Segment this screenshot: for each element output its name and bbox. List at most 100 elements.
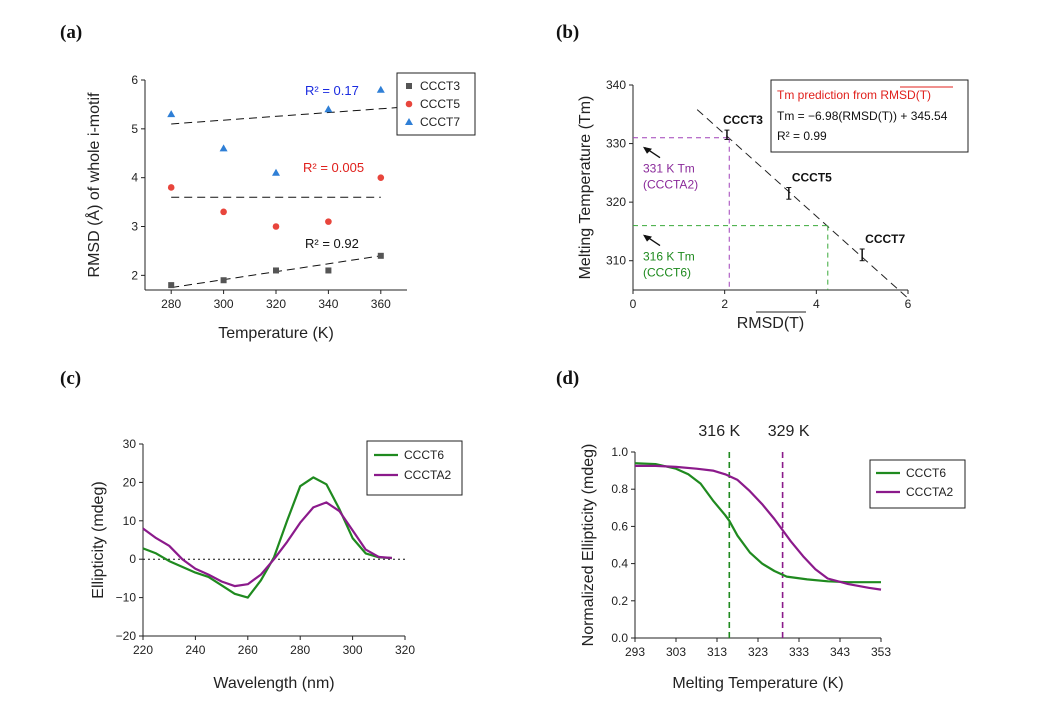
x-tick-label: 280 [161,297,181,311]
x-tick-label: 333 [789,645,809,659]
y-tick-label: 30 [123,437,137,451]
legend-label: CCCTA2 [906,485,953,499]
data-point-circle [405,100,413,108]
point-label: CCCT3 [723,113,763,127]
y-tick-label: 1.0 [611,445,628,459]
equation-text: Tm = −6.98(RMSD(T)) + 345.54 [777,109,948,123]
equation-box-title: Tm prediction from RMSD(T) [777,88,931,102]
x-tick-label: 220 [133,643,153,657]
y-tick-label: 2 [131,268,138,282]
data-point-square [273,267,279,274]
y-tick-label: 20 [123,475,137,489]
x-tick-label: 2 [721,297,728,311]
guide-label: (CCCTA2) [643,178,698,192]
data-point-circle [272,223,280,230]
y-tick-label: 0.4 [611,557,628,571]
x-tick-label: 300 [343,643,363,657]
x-tick-label: 0 [630,297,637,311]
y-tick-label: 320 [606,195,626,209]
regression-line [696,109,909,299]
x-axis-label: RMSD(T) [737,315,805,332]
chart-c: 220 240 260 280 300 320 −20 −10 0 10 20 30 Wavelengt… [90,437,463,692]
x-tick-label: 340 [318,297,338,311]
y-tick-label: 0 [129,552,136,566]
y-axis-label: RMSD (Å) of whole i-motif [84,92,103,277]
series-line [634,462,881,584]
y-tick-label: −10 [116,591,137,605]
arrow-head [643,234,652,242]
x-axis-label: Melting Temperature (K) [672,675,843,692]
y-tick-label: 0.8 [611,482,628,496]
x-tick-label: 6 [905,297,912,311]
x-tick-label: 303 [666,645,686,659]
y-tick-label: 0.0 [611,631,628,645]
equation-box-frame [770,79,969,153]
legend-label: CCCT7 [420,115,460,129]
chart-d: 293 303 313 323 333 343 353 0.0 0.2 0.4 0.6 0.8 1.0 M… [580,423,966,692]
guide-label: (CCCT6) [643,266,691,280]
x-axis-label: Temperature (K) [218,325,334,342]
legend: CCCT6 CCCTA2 [869,459,966,509]
y-axis-label: Normalized Ellipticity (mdeg) [580,444,597,647]
equation-box: Tm prediction from RMSD(T) Tm = −6.98(RMS… [770,79,969,153]
series-line [635,464,882,591]
vertical-marker-label: 316 K [698,423,740,440]
panel-label-c: (c) [60,368,81,389]
legend-label: CCCT5 [420,97,460,111]
legend-label: CCCT6 [404,448,444,462]
data-point-circle [377,174,385,181]
data-point-circle [220,208,227,216]
y-tick-label: 310 [606,254,626,268]
y-tick-label: 6 [131,73,138,87]
y-tick-label: −20 [116,629,137,643]
series-line [142,501,392,588]
y-tick-label: 0.2 [611,594,628,608]
data-point-circle [167,184,175,191]
legend-box [366,440,463,496]
r-squared-label: R² = 0.17 [305,83,359,98]
data-point-triangle [272,168,280,176]
y-tick-label: 0.6 [611,519,628,533]
r-squared-label: R² = 0.005 [303,160,364,175]
x-tick-label: 343 [830,645,850,659]
x-tick-label: 260 [238,643,258,657]
y-tick-label: 5 [131,122,138,136]
data-point-triangle [376,85,385,93]
x-tick-label: 4 [813,297,820,311]
data-point-triangle [167,110,176,118]
x-tick-label: 320 [266,297,286,311]
data-point-square [220,277,227,284]
r-squared-label: R² = 0.92 [305,236,359,251]
data-point-square [377,252,384,259]
data-point-triangle [324,105,333,113]
x-tick-label: 353 [871,645,891,659]
legend-label: CCCT6 [906,466,946,480]
data-point-square [325,267,332,274]
point-label: CCCT7 [865,232,905,246]
equation-r-squared: R² = 0.99 [777,129,827,143]
legend-label: CCCT3 [420,79,460,93]
y-tick-label: 340 [606,78,626,92]
y-tick-label: 330 [606,137,626,151]
panel-label-b: (b) [556,22,579,43]
panel-label-d: (d) [556,368,579,389]
y-axis-label: Ellipticity (mdeg) [90,481,107,598]
chart-a: 280 300 320 340 360 2 3 4 5 6 Temperature (K) RMSD … [84,72,476,342]
point-label: CCCT5 [792,171,832,185]
x-tick-label: 320 [395,643,415,657]
legend-label: CCCTA2 [404,468,451,482]
series-line [142,476,392,599]
x-tick-label: 240 [185,643,205,657]
data-point-square [168,282,175,289]
data-point-square [406,83,412,89]
panel-label-a: (a) [60,22,82,43]
x-tick-label: 293 [625,645,645,659]
x-tick-label: 360 [371,297,391,311]
x-tick-label: 323 [748,645,768,659]
x-tick-label: 300 [214,297,234,311]
arrow-head [643,146,652,154]
legend: CCCT3 CCCT5 CCCT7 [396,72,476,136]
guide-label: 331 K Tm [643,162,695,176]
trend-line [171,106,408,125]
